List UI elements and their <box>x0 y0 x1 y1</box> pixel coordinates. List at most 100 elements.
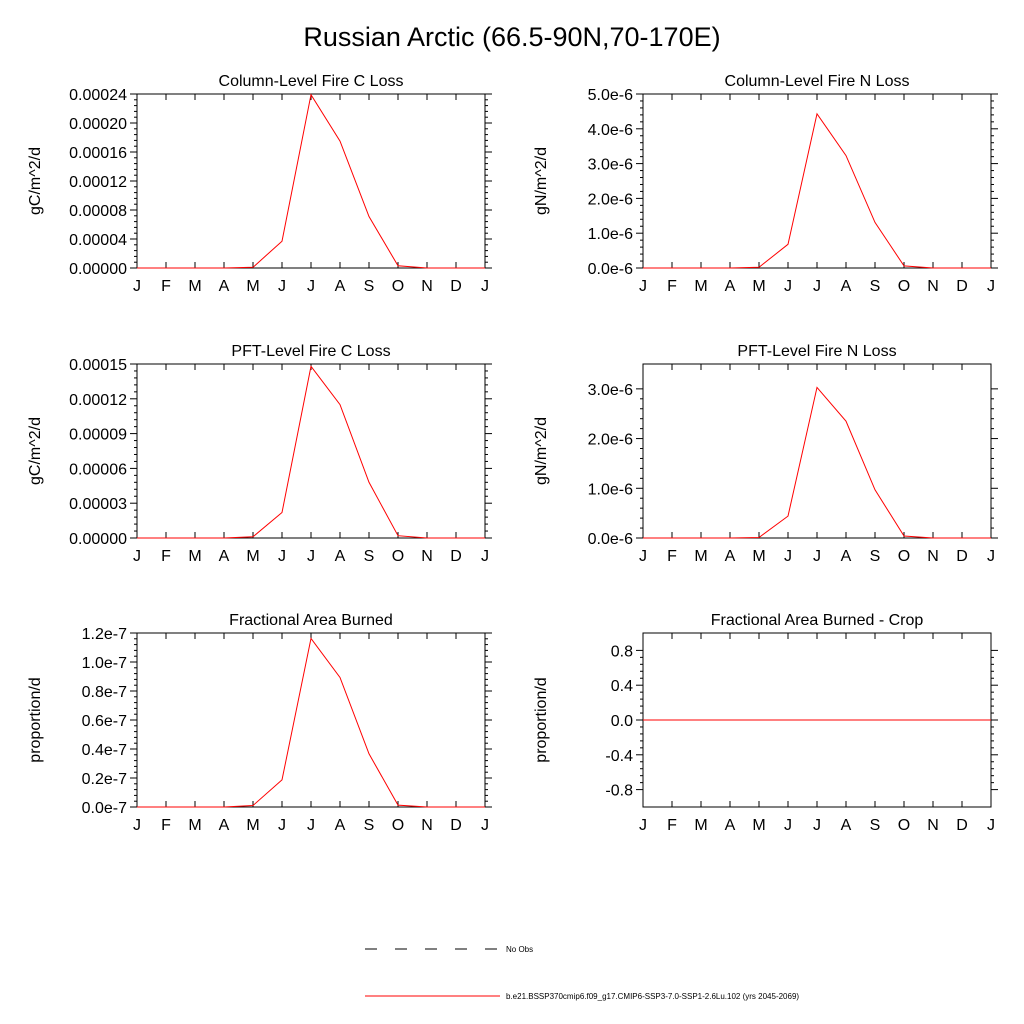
x-tick-label: S <box>870 548 881 565</box>
x-tick-label: S <box>870 278 881 295</box>
x-tick-label: O <box>392 278 404 295</box>
x-tick-label: A <box>219 548 230 565</box>
x-tick-label: J <box>133 817 141 834</box>
x-tick-label: O <box>898 817 910 834</box>
x-tick-label: M <box>694 278 707 295</box>
x-tick-label: O <box>898 278 910 295</box>
x-tick-label: J <box>481 278 489 295</box>
x-tick-label: N <box>421 817 433 834</box>
series-line-1 <box>137 93 485 269</box>
panel-title: Fractional Area Burned <box>229 612 393 629</box>
y-tick-label: 0.00016 <box>69 145 127 162</box>
y-tick-label: 0.6e-7 <box>82 713 127 730</box>
x-tick-label: S <box>364 548 375 565</box>
x-tick-label: N <box>927 548 939 565</box>
x-tick-label: J <box>639 817 647 834</box>
series-line-1 <box>137 365 485 539</box>
panel-title: Column-Level Fire N Loss <box>725 73 910 90</box>
y-tick-label: 0.0e-6 <box>588 531 633 548</box>
x-tick-label: J <box>481 548 489 565</box>
y-tick-label: 2.0e-6 <box>588 432 633 449</box>
x-tick-label: O <box>392 817 404 834</box>
x-tick-label: A <box>725 278 736 295</box>
y-tick-label: 1.0e-7 <box>82 655 127 672</box>
x-tick-label: M <box>188 278 201 295</box>
y-tick-label: 0.00015 <box>69 357 127 374</box>
x-tick-label: M <box>752 278 765 295</box>
x-tick-label: D <box>450 278 462 295</box>
y-tick-label: 4.0e-6 <box>588 122 633 139</box>
y-tick-label: 0.00000 <box>69 531 127 548</box>
series-line-1 <box>137 637 485 808</box>
series-line-1 <box>643 112 991 269</box>
x-tick-label: J <box>133 278 141 295</box>
x-tick-label: F <box>161 278 171 295</box>
x-tick-label: A <box>335 278 346 295</box>
plot-frame <box>136 363 486 539</box>
chart-panel-6: Fractional Area Burned - Crop proportion/… <box>533 612 998 834</box>
x-tick-label: M <box>694 817 707 834</box>
x-tick-label: D <box>450 817 462 834</box>
y-tick-label: 0.4 <box>611 678 633 695</box>
x-tick-label: M <box>188 817 201 834</box>
legend: No Obs b.e21.BSSP370cmip6.f09_g17.CMIP6-… <box>365 945 799 1001</box>
x-tick-label: J <box>987 817 995 834</box>
x-tick-label: J <box>278 817 286 834</box>
x-tick-label: J <box>987 278 995 295</box>
x-tick-label: M <box>188 548 201 565</box>
x-tick-label: J <box>784 278 792 295</box>
x-tick-label: J <box>278 548 286 565</box>
y-tick-label: 0.00009 <box>69 427 127 444</box>
y-tick-label: 3.0e-6 <box>588 382 633 399</box>
y-tick-label: 3.0e-6 <box>588 157 633 174</box>
panel-title: Column-Level Fire C Loss <box>219 73 404 90</box>
y-tick-label: -0.4 <box>605 748 633 765</box>
y-tick-label: 1.0e-6 <box>588 226 633 243</box>
x-tick-label: J <box>307 548 315 565</box>
y-tick-label: 0.0e-7 <box>82 800 127 817</box>
x-tick-label: O <box>898 548 910 565</box>
panel-title: PFT-Level Fire C Loss <box>231 343 390 360</box>
x-tick-label: J <box>639 278 647 295</box>
x-tick-label: A <box>841 548 852 565</box>
legend-label-model: b.e21.BSSP370cmip6.f09_g17.CMIP6-SSP3-7.… <box>506 992 799 1001</box>
x-tick-label: A <box>335 817 346 834</box>
y-tick-label: 0.00024 <box>69 87 127 104</box>
x-tick-label: S <box>364 817 375 834</box>
y-tick-label: 0.00003 <box>69 496 127 513</box>
y-tick-label: 0.4e-7 <box>82 742 127 759</box>
figure-title: Russian Arctic (66.5-90N,70-170E) <box>303 22 721 52</box>
panel-title: PFT-Level Fire N Loss <box>737 343 896 360</box>
y-axis-label: gC/m^2/d <box>27 147 44 215</box>
y-tick-label: 0.8e-7 <box>82 684 127 701</box>
y-axis-label: gN/m^2/d <box>533 147 550 215</box>
y-tick-label: -0.8 <box>605 783 633 800</box>
x-tick-label: F <box>667 817 677 834</box>
x-tick-label: D <box>956 278 968 295</box>
panel-title: Fractional Area Burned - Crop <box>711 612 924 629</box>
x-tick-label: J <box>133 548 141 565</box>
x-tick-label: M <box>246 548 259 565</box>
x-tick-label: J <box>481 817 489 834</box>
x-tick-label: F <box>161 817 171 834</box>
plot-frame <box>136 93 486 269</box>
x-tick-label: O <box>392 548 404 565</box>
x-tick-label: J <box>307 278 315 295</box>
x-tick-label: M <box>694 548 707 565</box>
x-tick-label: M <box>246 278 259 295</box>
x-tick-label: J <box>784 548 792 565</box>
y-tick-label: 0.00004 <box>69 232 127 249</box>
x-tick-label: N <box>927 278 939 295</box>
y-axis-label: gC/m^2/d <box>27 417 44 485</box>
y-tick-label: 5.0e-6 <box>588 87 633 104</box>
x-tick-label: A <box>841 278 852 295</box>
x-tick-label: J <box>813 548 821 565</box>
x-tick-label: A <box>335 548 346 565</box>
y-tick-label: 0.00012 <box>69 392 127 409</box>
x-tick-label: A <box>725 548 736 565</box>
